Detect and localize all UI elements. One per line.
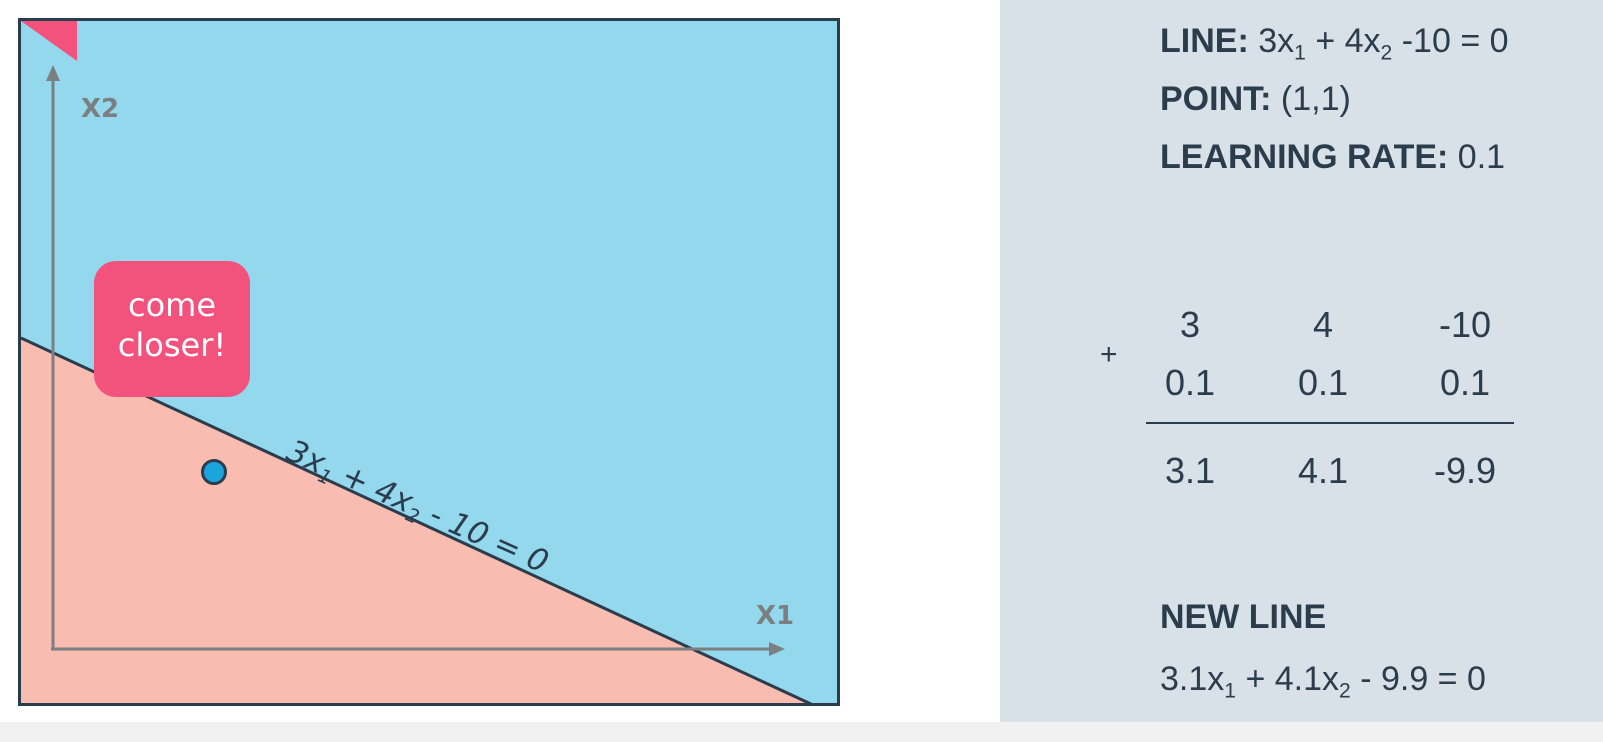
weight-cell-3: -10	[1438, 304, 1492, 345]
delta-cell-2: 0.1	[1297, 362, 1349, 403]
point-info-label: POINT:	[1160, 80, 1272, 118]
bubble-line-1: come	[127, 286, 217, 324]
x2-axis-label: X2	[81, 94, 120, 124]
point-info-value: (1,1)	[1271, 80, 1351, 118]
learning-rate-info: LEARNING RATE: 0.1	[1160, 138, 1505, 177]
line-info-label: LINE:	[1160, 22, 1249, 60]
speech-bubble-tail	[21, 21, 77, 61]
result-cell-1: 3.1	[1164, 450, 1216, 491]
learning-rate-value: 0.1	[1448, 138, 1506, 176]
plot-area: X2 X1 come closer! 3x1 + 4x2 - 10 = 0	[18, 18, 840, 706]
line-info-c: -10 = 0	[1392, 22, 1509, 60]
x1-axis-label: X1	[756, 601, 795, 631]
new-line-sub-1: 1	[1224, 679, 1236, 703]
line-info-a: 3x	[1248, 22, 1295, 60]
bottom-strip	[0, 722, 1603, 742]
misclassified-point	[201, 459, 227, 485]
new-line-b: + 4.1x	[1236, 660, 1340, 698]
boundary-line	[21, 336, 812, 703]
line-info-sub-1: 1	[1294, 41, 1306, 65]
line-info: LINE: 3x1 + 4x2 -10 = 0	[1160, 22, 1509, 65]
line-info-b: + 4x	[1305, 22, 1381, 60]
x-axis-arrowhead	[769, 642, 785, 656]
new-line-c: - 9.9 = 0	[1350, 660, 1486, 698]
delta-cell-3: 0.1	[1439, 362, 1491, 403]
calculation-panel: LINE: 3x1 + 4x2 -10 = 0 POINT: (1,1) LEA…	[1000, 0, 1603, 742]
delta-cell-1: 0.1	[1164, 362, 1216, 403]
result-cell-2: 4.1	[1297, 450, 1349, 491]
speech-bubble: come closer!	[94, 261, 250, 397]
new-line-sub-2: 2	[1339, 679, 1351, 703]
new-line-equation: 3.1x1 + 4.1x2 - 9.9 = 0	[1160, 660, 1486, 703]
bubble-line-2: closer!	[117, 326, 227, 364]
negative-region	[21, 338, 784, 703]
new-line-title: NEW LINE	[1160, 598, 1327, 636]
result-cell-3: -9.9	[1433, 450, 1497, 491]
plus-sign: +	[1100, 338, 1118, 371]
plot-svg	[21, 65, 812, 703]
new-line-a: 3.1x	[1160, 660, 1225, 698]
weight-cell-1: 3	[1179, 304, 1201, 345]
learning-rate-label: LEARNING RATE:	[1160, 138, 1449, 176]
point-info: POINT: (1,1)	[1160, 80, 1351, 119]
weight-cell-2: 4	[1312, 304, 1334, 345]
line-info-sub-2: 2	[1380, 41, 1393, 65]
sum-divider	[1146, 422, 1514, 424]
y-axis-arrowhead	[46, 65, 60, 81]
